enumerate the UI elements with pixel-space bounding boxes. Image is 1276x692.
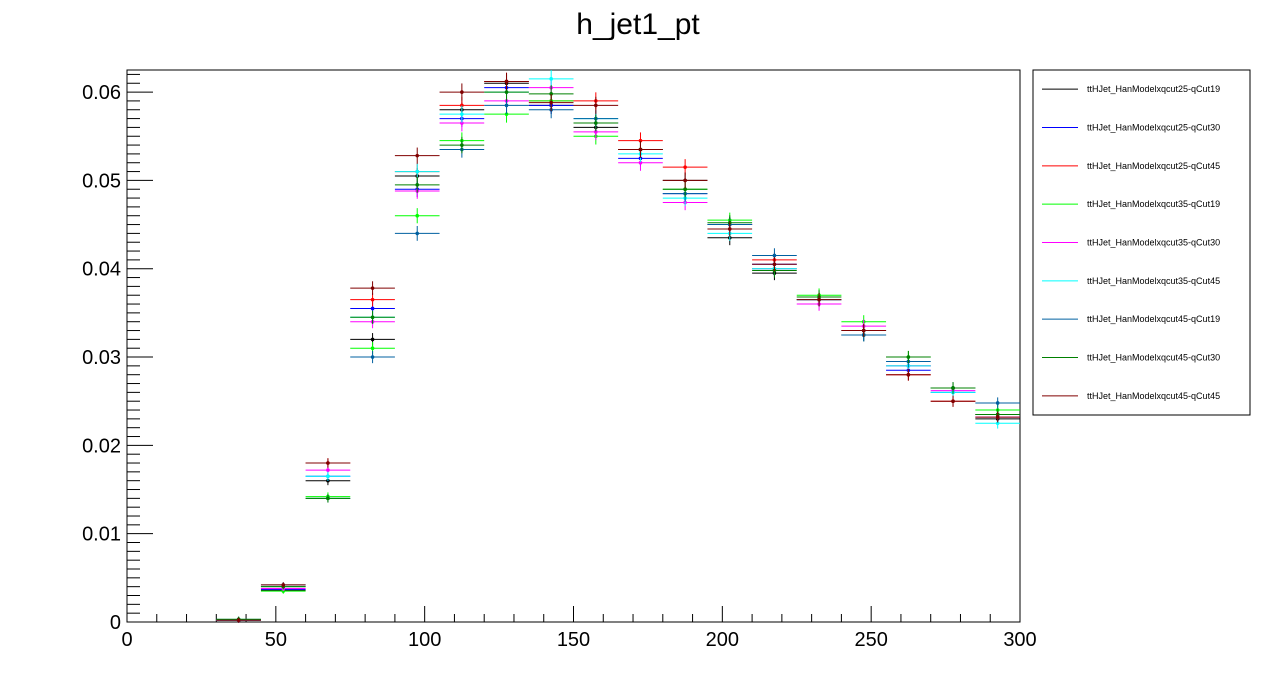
legend-label: ttHJet_HanModelxqcut35-qCut30: [1087, 238, 1220, 248]
y-axis: 0 0.01 0.02 0.03 0.04 0.05 0.06: [82, 73, 153, 634]
data-point: [975, 411, 1020, 423]
data-point: [350, 310, 395, 324]
data-point: [573, 96, 619, 114]
data-point: [439, 83, 485, 101]
y-tick-label: 0.04: [82, 259, 121, 281]
data-point: [841, 324, 887, 337]
legend-label: ttHJet_HanModelxqcut25-qCut45: [1087, 161, 1220, 171]
series-7: [216, 96, 1020, 622]
x-tick-label: 300: [1003, 629, 1036, 651]
data-point: [573, 114, 619, 132]
x-tick-label: 50: [265, 629, 287, 651]
legend-label: ttHJet_HanModelxqcut45-qCut30: [1087, 353, 1220, 363]
data-point: [305, 458, 351, 468]
data-point: [528, 70, 574, 88]
data-point: [305, 465, 351, 475]
data-point: [662, 159, 708, 176]
legend-item: ttHJet_HanModelxqcut35-qCut45: [1042, 276, 1220, 286]
legend-label: ttHJet_HanModelxqcut45-qCut45: [1087, 391, 1220, 401]
legend-label: ttHJet_HanModelxqcut25-qCut19: [1087, 84, 1220, 94]
data-point: [394, 225, 440, 241]
data-point: [886, 368, 931, 381]
y-tick-label: 0.06: [82, 82, 121, 104]
data-point: [305, 471, 351, 481]
data-point: [662, 172, 708, 189]
legend-label: ttHJet_HanModelxqcut35-qCut45: [1087, 276, 1220, 286]
legend-item: ttHJet_HanModelxqcut25-qCut45: [1042, 161, 1220, 171]
data-point: [930, 395, 976, 407]
series-5: [216, 78, 1020, 623]
chart-title: h_jet1_pt: [576, 8, 700, 41]
data-point: [394, 163, 440, 180]
data-point: [439, 105, 485, 123]
y-tick-label: 0.02: [82, 435, 121, 457]
series-6: [216, 70, 1020, 623]
series-layer: [216, 70, 1020, 623]
legend-item: ttHJet_HanModelxqcut45-qCut19: [1042, 314, 1220, 324]
x-tick-label: 100: [408, 629, 441, 651]
data-point: [484, 72, 529, 91]
data-point: [350, 281, 395, 296]
data-point: [796, 292, 842, 307]
series-2: [216, 78, 1020, 623]
series-9: [216, 72, 1020, 623]
legend-item: ttHJet_HanModelxqcut35-qCut19: [1042, 199, 1220, 209]
legend: ttHJet_HanModelxqcut25-qCut19 ttHJet_HanM…: [1032, 69, 1251, 416]
legend-label: ttHJet_HanModelxqcut45-qCut19: [1087, 314, 1220, 324]
legend-item: ttHJet_HanModelxqcut45-qCut45: [1042, 391, 1220, 401]
data-point: [260, 582, 306, 588]
x-axis: 0 50 100 150 200 250 300: [121, 606, 1037, 651]
data-point: [618, 141, 663, 158]
series-1: [216, 74, 1020, 623]
data-point: [394, 176, 440, 193]
y-tick-label: 0.05: [82, 170, 121, 192]
x-tick-label: 250: [854, 629, 887, 651]
data-point: [930, 382, 976, 394]
series-3: [216, 72, 1020, 623]
y-tick-label: 0: [110, 612, 121, 634]
legend-item: ttHJet_HanModelxqcut25-qCut30: [1042, 123, 1220, 133]
x-tick-label: 0: [121, 629, 132, 651]
data-point: [394, 208, 440, 224]
data-point: [975, 397, 1020, 409]
legend-item: ttHJet_HanModelxqcut45-qCut30: [1042, 353, 1220, 363]
data-point: [886, 350, 931, 364]
data-point: [752, 257, 797, 272]
data-point: [528, 94, 574, 112]
legend-item: ttHJet_HanModelxqcut35-qCut30: [1042, 238, 1220, 248]
series-8: [216, 83, 1020, 622]
legend-label: ttHJet_HanModelxqcut25-qCut30: [1087, 123, 1220, 133]
plot-frame: [126, 69, 1021, 623]
y-tick-label: 0.01: [82, 524, 121, 546]
data-point: [394, 147, 440, 164]
legend-label: ttHJet_HanModelxqcut35-qCut19: [1087, 199, 1220, 209]
data-point: [305, 494, 351, 503]
data-point: [216, 617, 261, 623]
data-point: [707, 221, 753, 237]
x-tick-label: 200: [706, 629, 739, 651]
data-point: [350, 350, 395, 364]
y-tick-label: 0.03: [82, 347, 121, 369]
legend-item: ttHJet_HanModelxqcut25-qCut19: [1042, 84, 1220, 94]
data-point: [439, 136, 485, 154]
data-point: [350, 292, 395, 307]
x-tick-label: 150: [557, 629, 590, 651]
